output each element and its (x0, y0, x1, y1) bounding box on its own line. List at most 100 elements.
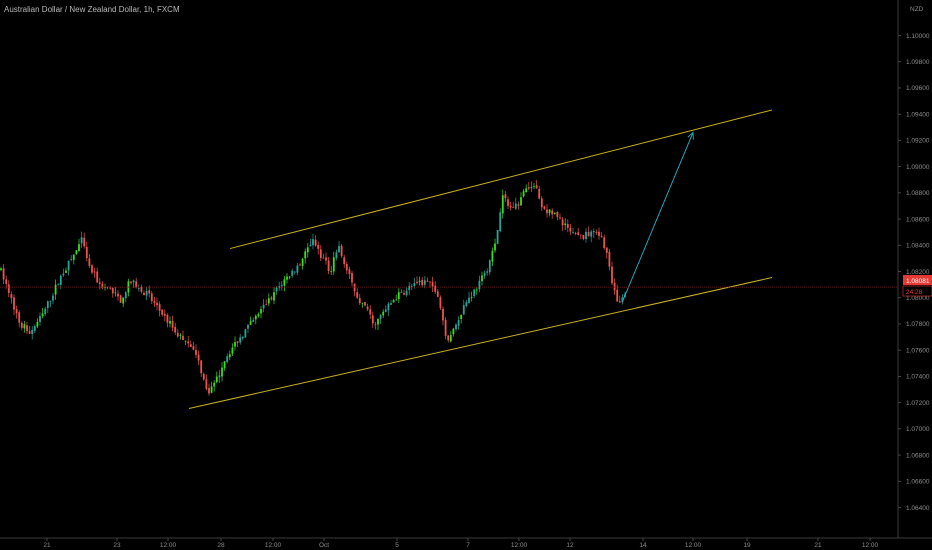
candle-body (41, 313, 44, 317)
candle-body (569, 227, 572, 232)
candle-body (88, 258, 91, 266)
candle-body (527, 187, 530, 189)
candle-body (132, 280, 135, 283)
candle-body (306, 247, 309, 253)
candle-body (522, 191, 525, 197)
price-tick-label: 1.07800 (906, 321, 930, 328)
candle-body (304, 251, 307, 259)
candle-body (579, 234, 582, 236)
projection-arrow-line[interactable] (621, 132, 694, 303)
candle-body (195, 350, 197, 355)
candle-body (507, 199, 509, 206)
candle-body (465, 302, 468, 307)
candle-body (109, 287, 112, 289)
candle-body (153, 301, 156, 304)
candle-body (540, 198, 543, 208)
candle-body (605, 247, 608, 253)
candle-body (179, 334, 182, 336)
candle-body (0, 268, 2, 271)
candle-body (395, 299, 398, 301)
time-tick-label: 21 (43, 542, 51, 549)
candle-body (296, 265, 299, 273)
candle-body (18, 312, 21, 323)
candle-body (418, 280, 421, 282)
candle-body (616, 289, 619, 302)
candle-body (119, 295, 122, 303)
candle-body (169, 320, 171, 324)
candle-body (332, 257, 335, 272)
candle-body (488, 260, 491, 273)
candle-body (247, 324, 249, 329)
time-tick-label: 5 (395, 542, 399, 549)
candle-body (234, 342, 236, 347)
candle-body (574, 233, 577, 234)
candle-body (241, 336, 244, 339)
channel-upper-line[interactable] (229, 109, 773, 250)
time-axis[interactable] (0, 538, 932, 550)
candle-body (535, 185, 538, 189)
candle-body (33, 326, 36, 331)
candle-body (481, 275, 483, 282)
candle-body (140, 287, 143, 292)
candle-body (286, 276, 288, 280)
candle-body (23, 324, 26, 329)
candle-body (397, 292, 400, 300)
channel-lower-line[interactable] (188, 277, 773, 409)
candle-body (280, 285, 283, 287)
candle-body (538, 189, 541, 199)
candle-body (483, 272, 486, 276)
candle-body (408, 285, 411, 291)
candle-body (559, 217, 561, 219)
candle-body (210, 386, 213, 393)
candle-body (5, 279, 8, 284)
candle-body (533, 186, 535, 187)
candle-body (231, 347, 234, 354)
price-tick-label: 1.06400 (906, 505, 930, 512)
candle-body (85, 246, 88, 259)
candle-body (124, 292, 127, 299)
candle-body (356, 292, 359, 298)
price-tick-label: 1.08600 (906, 216, 930, 223)
price-tick-label: 1.08200 (906, 269, 930, 276)
time-tick-label: 19 (743, 542, 751, 549)
time-tick-label: 12:00 (685, 542, 702, 549)
candle-body (228, 354, 231, 358)
candle-body (200, 360, 203, 374)
candle-body (585, 231, 587, 240)
price-tick-label: 1.07400 (906, 374, 930, 381)
candle-body (405, 290, 408, 296)
candle-body (20, 322, 23, 328)
price-axis-unit: NZD (910, 6, 924, 13)
candle-body (293, 271, 296, 273)
candle-body (135, 281, 138, 288)
candle-body (530, 186, 533, 189)
price-tick-label: 1.08000 (906, 295, 930, 302)
candle-body (348, 269, 351, 275)
candle-body (345, 264, 348, 271)
candle-body (182, 335, 184, 341)
time-tick-label: 12:00 (160, 542, 177, 549)
candle-body (330, 271, 333, 272)
candle-body (314, 239, 317, 246)
candle-body (590, 231, 593, 237)
candle-body (486, 271, 489, 273)
candle-body (67, 260, 70, 271)
candle-body (473, 289, 476, 296)
candle-body (452, 328, 455, 335)
candle-body (239, 337, 242, 343)
candle-body (117, 293, 119, 297)
chart-title: Australian Dollar / New Zealand Dollar, … (4, 5, 180, 14)
candle-body (218, 375, 221, 378)
candle-body (166, 314, 169, 323)
candle-body (158, 304, 161, 311)
candle-body (15, 309, 18, 314)
candle-body (312, 239, 314, 246)
candle-body (59, 275, 62, 285)
candle-body (192, 346, 195, 350)
candle-body (31, 330, 34, 335)
candle-body (62, 273, 65, 276)
candle-body (221, 367, 223, 377)
candle-body (595, 232, 598, 233)
time-tick-label: 12:00 (511, 542, 528, 549)
